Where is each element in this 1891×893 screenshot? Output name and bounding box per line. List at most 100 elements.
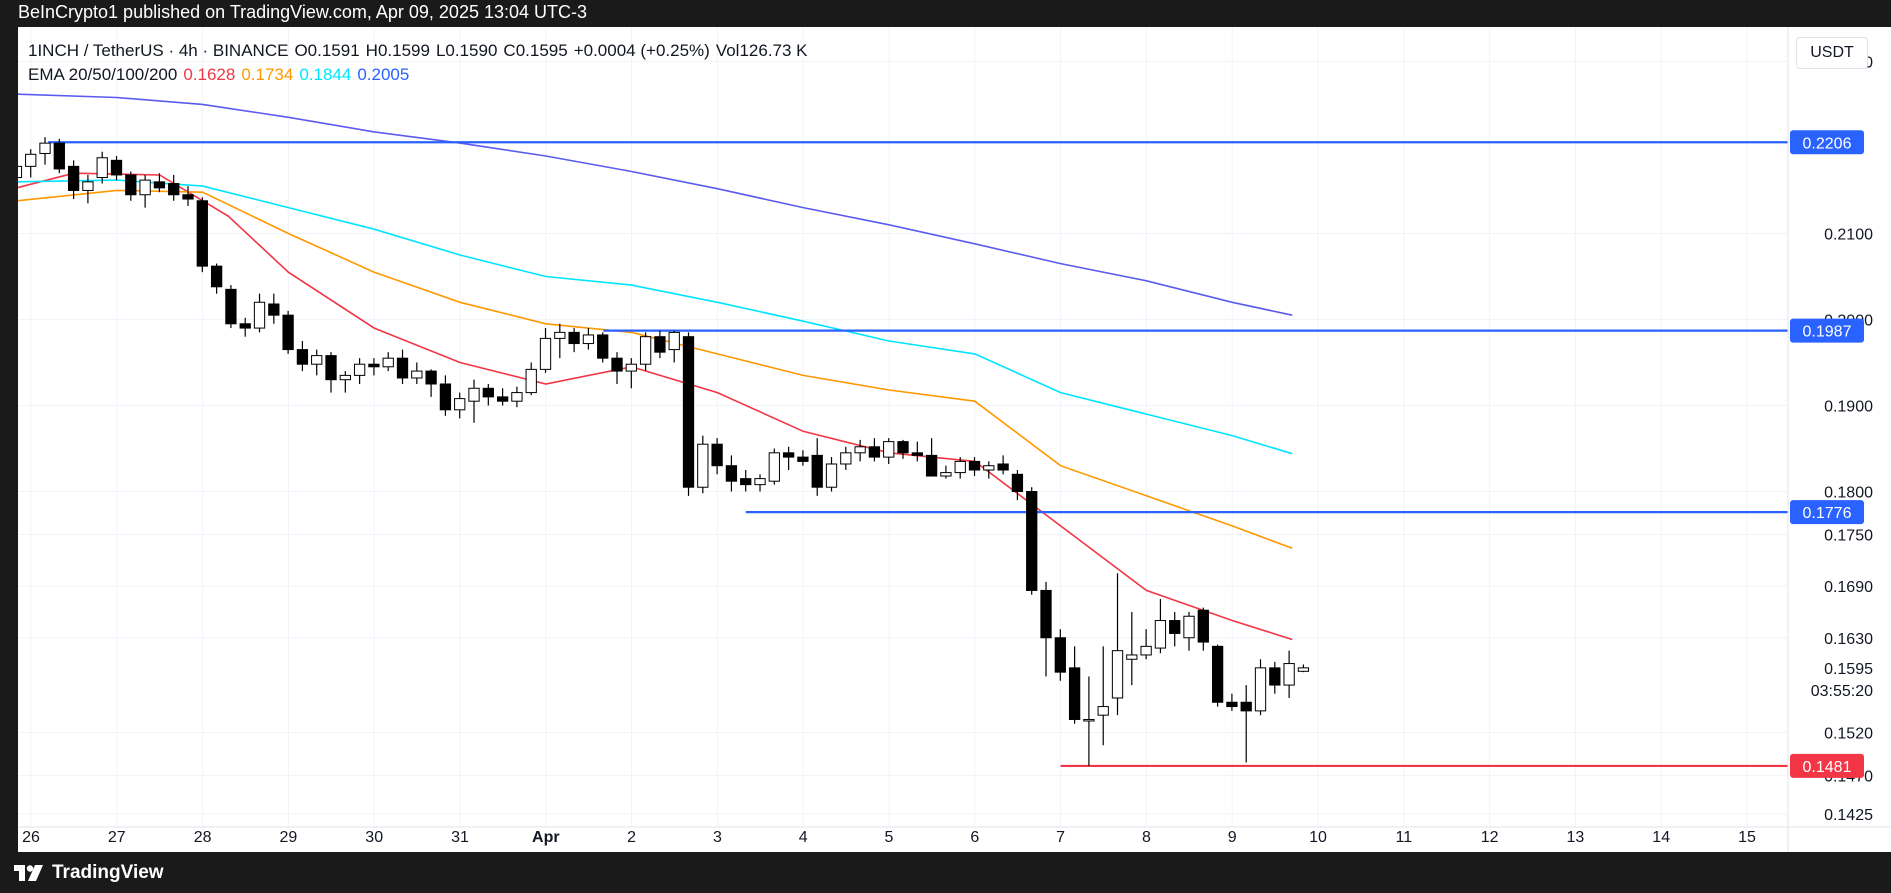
time-tick-label: 30: [365, 829, 383, 846]
chart-legend: 1INCH / TetherUS · 4h · BINANCE O0.1591 …: [28, 39, 808, 87]
ema20-value: 0.1628: [183, 65, 236, 84]
candle-up: [525, 368, 537, 394]
candle-up: [253, 301, 266, 329]
price-tick-label: 0.1690: [1824, 579, 1873, 596]
time-tick-label: 12: [1481, 829, 1499, 846]
candle-down: [925, 454, 938, 477]
ema-line-ema200: [18, 93, 1293, 316]
candle-up: [382, 357, 394, 368]
candle-up: [954, 460, 966, 474]
candle-down: [782, 452, 795, 458]
candle-down: [396, 357, 409, 379]
candle-up: [1283, 663, 1295, 686]
currency-button[interactable]: USDT: [1796, 37, 1868, 69]
candle-down: [1011, 473, 1024, 493]
candle-down: [997, 463, 1009, 471]
candle-up: [768, 452, 780, 482]
time-tick-label: 3: [713, 829, 722, 846]
level-price-label: 0.1481: [1803, 759, 1852, 776]
candle-down: [325, 355, 337, 381]
candle-up: [311, 355, 323, 365]
candle-up: [139, 179, 151, 196]
ema-line-ema100: [18, 179, 1293, 455]
candle-down: [168, 183, 180, 196]
grid: [18, 27, 1788, 827]
candle-down: [110, 159, 123, 176]
close-number: 0.1595: [515, 41, 568, 60]
time-tick-label: 11: [1395, 829, 1412, 846]
candle-down: [496, 396, 509, 402]
candle-up: [639, 336, 652, 365]
candle-down: [268, 303, 280, 316]
candle-down: [239, 323, 251, 329]
price-tick-label: 0.1425: [1824, 807, 1873, 824]
time-tick-label: 26: [22, 829, 40, 846]
candle-down: [125, 174, 137, 196]
level-price-badge: [1790, 318, 1864, 343]
time-tick-label: 14: [1652, 829, 1670, 846]
candle-up: [18, 165, 23, 179]
candle-up: [1111, 650, 1124, 699]
time-tick-label: 5: [885, 829, 894, 846]
candle-down: [797, 456, 809, 462]
tradingview-logo-icon: [14, 865, 43, 881]
ema-label[interactable]: EMA 20/50/100/200: [28, 65, 178, 84]
candle-up: [983, 465, 995, 471]
price-tick-label: 0.1520: [1824, 725, 1873, 742]
time-tick-label: 6: [970, 829, 979, 846]
publisher-bar: BeInCrypto1 published on TradingView.com…: [0, 0, 1891, 27]
candle-up: [582, 334, 595, 345]
candle-up: [339, 374, 351, 381]
time-tick-label: 4: [799, 829, 808, 846]
candle-up: [1254, 667, 1267, 712]
symbol-ohlc-row: 1INCH / TetherUS · 4h · BINANCE O0.1591 …: [28, 39, 808, 63]
price-chart[interactable]: 0.23000.21000.20000.19000.18000.17500.16…: [18, 27, 1891, 852]
price-tick-label: 0.1750: [1824, 528, 1873, 545]
candle-up: [1126, 654, 1138, 660]
candle-down: [568, 331, 580, 345]
horizontal-levels[interactable]: [48, 141, 1788, 768]
time-tick-label: Apr: [532, 829, 560, 846]
candle-up: [1140, 645, 1152, 656]
open-number: 0.1591: [307, 41, 360, 60]
time-tick-label: 2: [627, 829, 636, 846]
candle-up: [1154, 620, 1167, 649]
candle-down: [182, 194, 194, 200]
chart-panel: 0.23000.21000.20000.19000.18000.17500.16…: [18, 27, 1891, 852]
candle-up: [1097, 706, 1109, 716]
ema50-value: 0.1734: [241, 65, 294, 84]
candle-down: [968, 460, 981, 471]
low-number: 0.1590: [445, 41, 498, 60]
publisher-text: BeInCrypto1 published on TradingView.com…: [18, 2, 588, 22]
candle-down: [1040, 589, 1052, 639]
candle-up: [82, 181, 94, 191]
candle-down: [897, 441, 909, 454]
candle-down: [296, 349, 309, 365]
candle-up: [39, 142, 51, 154]
candle-up: [854, 446, 866, 454]
candle-down: [682, 336, 695, 488]
candle-down: [1169, 620, 1181, 634]
symbol-label[interactable]: 1INCH / TetherUS · 4h · BINANCE: [28, 41, 289, 60]
ema-line-ema50: [18, 189, 1293, 550]
candle-countdown-label: 03:55:20: [1811, 683, 1873, 700]
candle-down: [711, 443, 723, 467]
level-price-label: 0.1776: [1803, 505, 1852, 522]
open-label: O: [294, 41, 308, 60]
candle-down: [811, 454, 823, 488]
volume-label: Vol: [715, 41, 740, 60]
tradingview-logo[interactable]: TradingView: [14, 862, 164, 884]
ema200-value: 0.2005: [357, 65, 410, 84]
last-price-label: 0.1595: [1824, 661, 1873, 678]
high-value: H0.1599: [366, 41, 430, 61]
candle-up: [454, 398, 466, 411]
price-tick-label: 0.2100: [1824, 226, 1873, 243]
candle-down: [597, 334, 609, 359]
time-tick-label: 29: [280, 829, 298, 846]
candle-up: [883, 441, 895, 458]
level-price-badge: [1790, 130, 1864, 155]
candle-down: [725, 465, 738, 482]
candle-down: [1211, 645, 1224, 703]
candle-down: [740, 478, 752, 486]
candle-up: [468, 387, 480, 402]
